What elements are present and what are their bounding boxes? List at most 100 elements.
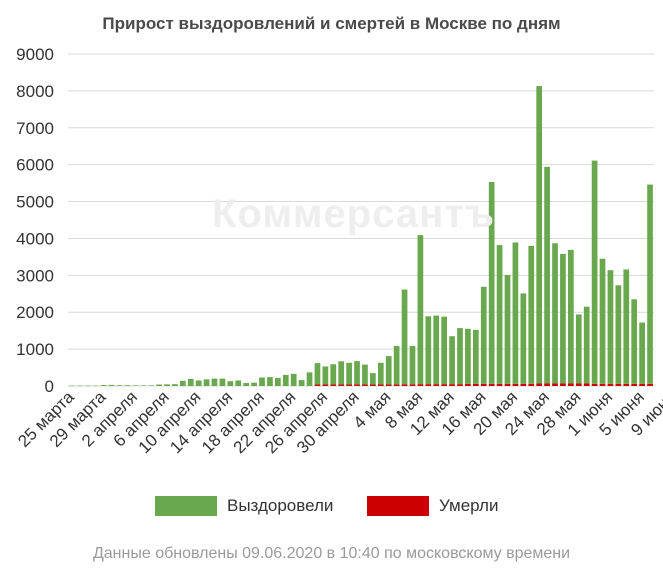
bar-recovered[interactable] [251,382,257,386]
bar-recovered[interactable] [472,329,479,384]
bar-recovered[interactable] [140,385,147,386]
bar-died[interactable] [591,383,598,386]
bar-recovered[interactable] [362,364,368,385]
bar-recovered[interactable] [607,270,614,384]
bar-died[interactable] [314,384,321,386]
bar-died[interactable] [346,384,352,386]
bar-recovered[interactable] [385,356,392,385]
bar-died[interactable] [449,384,455,386]
bar-recovered[interactable] [623,269,630,384]
bar-recovered[interactable] [211,378,218,386]
bar-recovered[interactable] [401,289,408,385]
bar-recovered[interactable] [243,383,250,386]
bar-recovered[interactable] [259,377,265,386]
bar-died[interactable] [647,383,653,386]
bar-recovered[interactable] [639,322,645,384]
bar-recovered[interactable] [631,299,638,384]
bar-recovered[interactable] [338,361,345,385]
bar-recovered[interactable] [203,379,210,386]
bar-recovered[interactable] [393,345,400,385]
bar-recovered[interactable] [560,253,566,384]
bar-recovered[interactable] [528,245,535,384]
bar-died[interactable] [457,384,463,386]
bar-died[interactable] [520,383,527,386]
bar-recovered[interactable] [306,372,313,386]
bar-recovered[interactable] [615,285,622,384]
bar-recovered[interactable] [322,366,329,385]
bar-died[interactable] [322,384,329,386]
bar-recovered[interactable] [156,384,162,386]
bar-recovered[interactable] [84,385,91,387]
bar-recovered[interactable] [480,286,487,384]
bar-recovered[interactable] [77,385,83,387]
bar-died[interactable] [639,383,645,386]
bar-died[interactable] [560,383,566,386]
bar-recovered[interactable] [370,373,376,385]
bar-died[interactable] [433,384,440,386]
bar-recovered[interactable] [282,374,289,386]
bar-died[interactable] [568,383,574,386]
bar-recovered[interactable] [575,314,582,384]
bar-died[interactable] [393,384,400,386]
bar-died[interactable] [441,384,447,386]
bar-recovered[interactable] [100,385,107,386]
bar-died[interactable] [544,383,550,386]
bar-recovered[interactable] [504,274,511,384]
bar-recovered[interactable] [457,328,463,385]
bar-recovered[interactable] [290,373,297,386]
bar-died[interactable] [385,384,392,386]
bar-recovered[interactable] [425,316,432,385]
bar-recovered[interactable] [235,380,242,386]
bar-recovered[interactable] [116,385,123,386]
bar-died[interactable] [536,383,543,386]
bar-recovered[interactable] [179,380,186,386]
bar-died[interactable] [472,383,479,386]
legend-item-recovered[interactable]: Выздоровели [155,494,333,518]
bar-died[interactable] [362,384,368,386]
bar-died[interactable] [330,384,337,386]
bar-died[interactable] [370,384,376,386]
bar-recovered[interactable] [92,385,99,387]
bar-died[interactable] [480,383,487,386]
bar-recovered[interactable] [219,378,226,386]
bar-recovered[interactable] [465,328,471,384]
bar-recovered[interactable] [536,86,543,384]
bar-recovered[interactable] [409,345,416,385]
bar-died[interactable] [425,384,432,386]
bar-recovered[interactable] [346,362,352,385]
bar-died[interactable] [599,383,606,386]
bar-recovered[interactable] [172,384,178,386]
bar-recovered[interactable] [552,243,558,384]
bar-died[interactable] [623,383,630,386]
bar-recovered[interactable] [354,361,360,385]
bar-recovered[interactable] [314,363,321,385]
bar-died[interactable] [338,384,345,386]
bar-died[interactable] [607,383,614,386]
bar-died[interactable] [496,383,503,386]
bar-recovered[interactable] [544,166,550,384]
bar-recovered[interactable] [132,385,139,386]
bar-recovered[interactable] [496,245,503,384]
bar-recovered[interactable] [148,385,154,386]
bar-died[interactable] [575,383,582,386]
bar-died[interactable] [409,384,416,386]
bar-recovered[interactable] [433,315,440,385]
bar-recovered[interactable] [449,336,455,385]
bar-died[interactable] [465,383,471,386]
bar-recovered[interactable] [187,378,194,386]
bar-recovered[interactable] [599,258,606,384]
bar-recovered[interactable] [227,381,234,386]
bar-recovered[interactable] [377,362,384,385]
bar-recovered[interactable] [298,380,305,386]
bar-recovered[interactable] [583,306,590,384]
bar-recovered[interactable] [275,377,281,386]
bar-recovered[interactable] [417,235,424,385]
bar-recovered[interactable] [330,364,337,385]
bar-died[interactable] [552,383,558,386]
bar-recovered[interactable] [164,384,170,386]
bar-died[interactable] [631,383,638,386]
bar-recovered[interactable] [69,385,75,387]
bar-recovered[interactable] [267,377,273,386]
bar-recovered[interactable] [124,385,131,386]
bar-died[interactable] [377,384,384,386]
